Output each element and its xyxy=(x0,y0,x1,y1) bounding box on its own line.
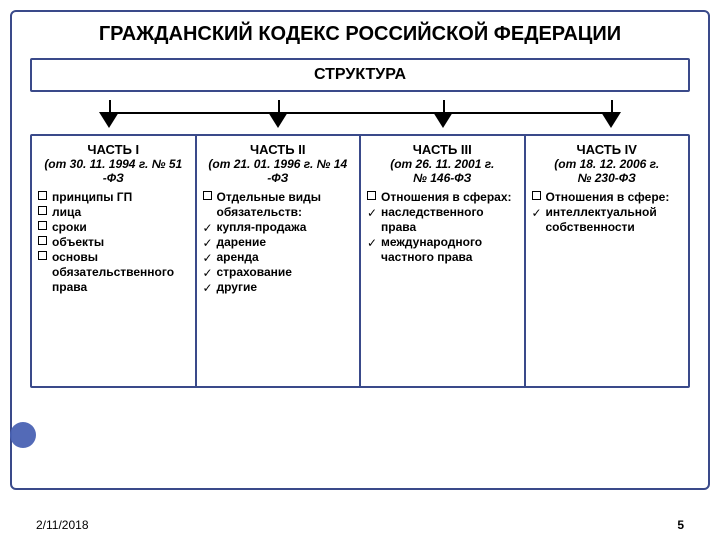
list-item: страхование xyxy=(203,265,354,280)
item-list: принципы ГПлицасрокиобъектыосновы обязат… xyxy=(38,190,189,295)
item-list: Отдельные виды обязательств:купля-продаж… xyxy=(203,190,354,295)
item-text: купля-продажа xyxy=(217,220,307,234)
check-bullet-icon xyxy=(532,206,542,221)
list-item: аренда xyxy=(203,250,354,265)
list-item: лица xyxy=(38,205,189,220)
column-4: ЧАСТЬ IV (от 18. 12. 2006 г.№ 230-ФЗ Отн… xyxy=(526,136,689,386)
item-text: сроки xyxy=(52,220,87,234)
check-bullet-icon xyxy=(203,281,213,296)
check-bullet-icon xyxy=(203,266,213,281)
check-bullet-icon xyxy=(367,236,377,251)
col-title: ЧАСТЬ II xyxy=(203,142,354,157)
list-item: Отдельные виды обязательств: xyxy=(203,190,354,220)
slide-frame: ГРАЖДАНСКИЙ КОДЕКС РОССИЙСКОЙ ФЕДЕРАЦИИ … xyxy=(10,10,710,490)
square-bullet-icon xyxy=(38,236,47,245)
columns-table: ЧАСТЬ I (от 30. 11. 1994 г. № 51-ФЗ прин… xyxy=(30,134,690,388)
col-title: ЧАСТЬ IV xyxy=(532,142,683,157)
item-list: Отношения в сферах:наследственного права… xyxy=(367,190,518,265)
footer-date: 2/11/2018 xyxy=(36,518,89,532)
square-bullet-icon xyxy=(532,191,541,200)
footer-page: 5 xyxy=(677,518,684,532)
list-item: Отношения в сферах: xyxy=(367,190,518,205)
item-text: Отношения в сфере: xyxy=(546,190,670,204)
vstub xyxy=(278,100,280,112)
square-bullet-icon xyxy=(367,191,376,200)
list-item: купля-продажа xyxy=(203,220,354,235)
slide-title: ГРАЖДАНСКИЙ КОДЕКС РОССИЙСКОЙ ФЕДЕРАЦИИ xyxy=(24,22,696,46)
list-item: дарение xyxy=(203,235,354,250)
slide-footer: 2/11/2018 5 xyxy=(0,518,720,532)
square-bullet-icon xyxy=(38,221,47,230)
arrow-icon xyxy=(433,112,453,128)
list-item: объекты xyxy=(38,235,189,250)
list-item: основы обязательственного права xyxy=(38,250,189,295)
col-sub: (от 18. 12. 2006 г.№ 230-ФЗ xyxy=(532,157,683,186)
arrow-icon xyxy=(99,112,119,128)
accent-dot-icon xyxy=(10,422,36,448)
item-text: основы обязательственного права xyxy=(52,250,174,294)
subtitle-box: СТРУКТУРА xyxy=(30,58,690,92)
list-item: международного частного права xyxy=(367,235,518,265)
item-text: наследственного права xyxy=(381,205,484,234)
list-item: принципы ГП xyxy=(38,190,189,205)
item-text: другие xyxy=(217,280,258,294)
list-item: сроки xyxy=(38,220,189,235)
col-sub: (от 26. 11. 2001 г.№ 146-ФЗ xyxy=(367,157,518,186)
vstub xyxy=(611,100,613,112)
item-text: страхование xyxy=(217,265,292,279)
item-text: аренда xyxy=(217,250,259,264)
item-list: Отношения в сфере:интеллектуальной собст… xyxy=(532,190,683,235)
hline xyxy=(109,112,611,114)
vstub xyxy=(443,100,445,112)
check-bullet-icon xyxy=(203,221,213,236)
list-item: интеллектуальной собственности xyxy=(532,205,683,235)
arrow-icon xyxy=(601,112,621,128)
item-text: дарение xyxy=(217,235,267,249)
square-bullet-icon xyxy=(38,191,47,200)
item-text: объекты xyxy=(52,235,104,249)
check-bullet-icon xyxy=(367,206,377,221)
col-title: ЧАСТЬ III xyxy=(367,142,518,157)
column-1: ЧАСТЬ I (от 30. 11. 1994 г. № 51-ФЗ прин… xyxy=(32,136,197,386)
check-bullet-icon xyxy=(203,251,213,266)
item-text: лица xyxy=(52,205,81,219)
column-2: ЧАСТЬ II (от 21. 01. 1996 г. № 14-ФЗ Отд… xyxy=(197,136,362,386)
list-item: наследственного права xyxy=(367,205,518,235)
column-3: ЧАСТЬ III (от 26. 11. 2001 г.№ 146-ФЗ От… xyxy=(361,136,526,386)
item-text: принципы ГП xyxy=(52,190,132,204)
list-item: другие xyxy=(203,280,354,295)
list-item: Отношения в сфере: xyxy=(532,190,683,205)
check-bullet-icon xyxy=(203,236,213,251)
item-text: Отношения в сферах: xyxy=(381,190,512,204)
vstub xyxy=(109,100,111,112)
arrow-icon xyxy=(268,112,288,128)
square-bullet-icon xyxy=(203,191,212,200)
item-text: международного частного права xyxy=(381,235,482,264)
item-text: Отдельные виды обязательств: xyxy=(217,190,321,219)
square-bullet-icon xyxy=(38,251,47,260)
item-text: интеллектуальной собственности xyxy=(546,205,657,234)
col-sub: (от 30. 11. 1994 г. № 51-ФЗ xyxy=(38,157,189,186)
connector-area xyxy=(30,100,690,134)
col-sub: (от 21. 01. 1996 г. № 14-ФЗ xyxy=(203,157,354,186)
square-bullet-icon xyxy=(38,206,47,215)
col-title: ЧАСТЬ I xyxy=(38,142,189,157)
